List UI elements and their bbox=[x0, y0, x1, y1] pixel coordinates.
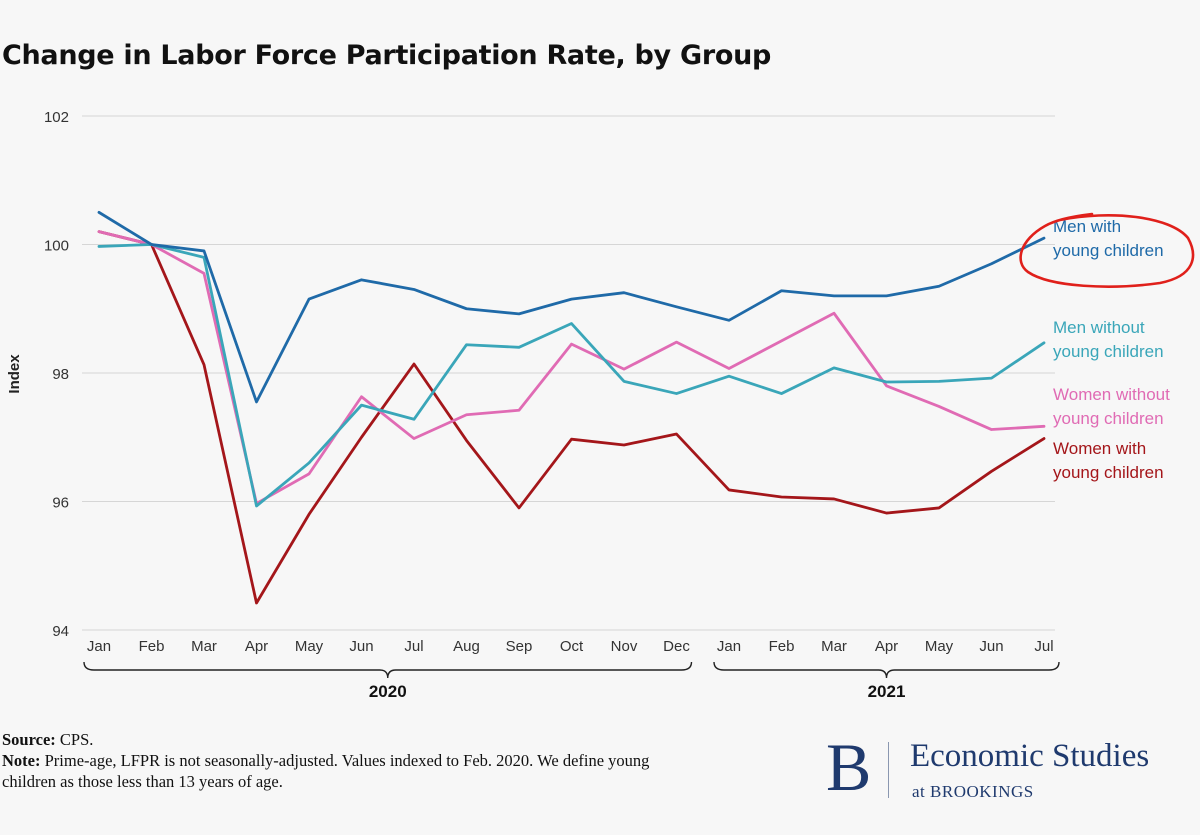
x-tick-label: Apr bbox=[245, 638, 268, 655]
y-tick-label: 100 bbox=[44, 238, 69, 255]
x-tick-label: May bbox=[295, 638, 324, 655]
note-line: Note: Prime-age, LFPR is not seasonally-… bbox=[2, 750, 702, 792]
y-tick-label: 94 bbox=[52, 623, 69, 640]
logo-letter: B bbox=[826, 729, 872, 805]
x-tick-label: Feb bbox=[769, 638, 795, 655]
x-tick-label: Oct bbox=[560, 638, 584, 655]
x-tick-label: Mar bbox=[821, 638, 847, 655]
y-tick-label: 96 bbox=[52, 495, 69, 512]
y-tick-label: 98 bbox=[52, 366, 69, 383]
grid-layer bbox=[82, 115, 1055, 631]
annotation-layer bbox=[1019, 212, 1195, 288]
series-line-women-without-young-children bbox=[97, 230, 1046, 505]
series-label: Women with bbox=[1053, 439, 1146, 458]
x-tick-label: Apr bbox=[875, 638, 898, 655]
x-tick-label: Jan bbox=[717, 638, 741, 655]
series-line-women-with-young-children bbox=[97, 230, 1046, 605]
x-tick-label: May bbox=[925, 638, 954, 655]
source-label: Source: bbox=[2, 730, 56, 749]
series-line-men-without-young-children bbox=[97, 243, 1046, 508]
series-label: young children bbox=[1053, 463, 1164, 482]
logo-sub-text: at BROOKINGS bbox=[912, 782, 1034, 801]
year-label: 2020 bbox=[369, 682, 407, 701]
footer-note: Source: CPS. Note: Prime-age, LFPR is no… bbox=[2, 729, 702, 792]
note-text: Prime-age, LFPR is not seasonally-adjust… bbox=[2, 751, 650, 791]
x-axis-ticks: Jan Feb Mar Apr May Jun Jul Aug Sep Oct Nov Dec Jan F… bbox=[87, 638, 1054, 655]
x-tick-label: Aug bbox=[453, 638, 480, 655]
x-tick-label: Dec bbox=[663, 638, 690, 655]
year-brackets: 2020 2021 bbox=[83, 661, 1060, 701]
x-tick-label: Jul bbox=[404, 638, 423, 655]
source-text: CPS. bbox=[59, 730, 94, 749]
logo-divider bbox=[888, 742, 889, 798]
series-label: young children bbox=[1053, 241, 1164, 260]
y-axis-ticks: 94 96 98 100 102 bbox=[44, 109, 69, 640]
series-labels: Men with young children Men without young c… bbox=[1053, 217, 1170, 482]
series-label: young children bbox=[1053, 342, 1164, 361]
x-tick-label: Sep bbox=[506, 638, 533, 655]
chart-title: Change in Labor Force Participation Rate… bbox=[2, 40, 772, 71]
annotation-circle bbox=[1019, 212, 1195, 288]
series-label: Men with bbox=[1053, 217, 1121, 236]
x-tick-label: Jan bbox=[87, 638, 111, 655]
y-axis-label: Index bbox=[6, 354, 23, 394]
x-tick-label: Mar bbox=[191, 638, 217, 655]
year-bracket bbox=[83, 661, 693, 679]
year-label: 2021 bbox=[868, 682, 906, 701]
note-label: Note: bbox=[2, 751, 41, 770]
source-line: Source: CPS. bbox=[2, 729, 702, 750]
brookings-logo: B Economic Studies at BROOKINGS bbox=[826, 732, 1196, 808]
x-tick-label: Jun bbox=[979, 638, 1003, 655]
x-tick-label: Nov bbox=[611, 638, 638, 655]
x-tick-label: Jul bbox=[1034, 638, 1053, 655]
series-label: young children bbox=[1053, 409, 1164, 428]
line-chart: 94 96 98 100 102 Index Jan Feb Mar Apr May Jun Jul… bbox=[6, 109, 1195, 701]
x-tick-label: Feb bbox=[139, 638, 165, 655]
logo-main-text: Economic Studies bbox=[910, 738, 1150, 774]
y-tick-label: 102 bbox=[44, 109, 69, 126]
x-tick-label: Jun bbox=[349, 638, 373, 655]
series-layer bbox=[97, 210, 1046, 605]
series-label: Women without bbox=[1053, 385, 1170, 404]
series-label: Men without bbox=[1053, 318, 1145, 337]
year-bracket bbox=[713, 661, 1060, 679]
